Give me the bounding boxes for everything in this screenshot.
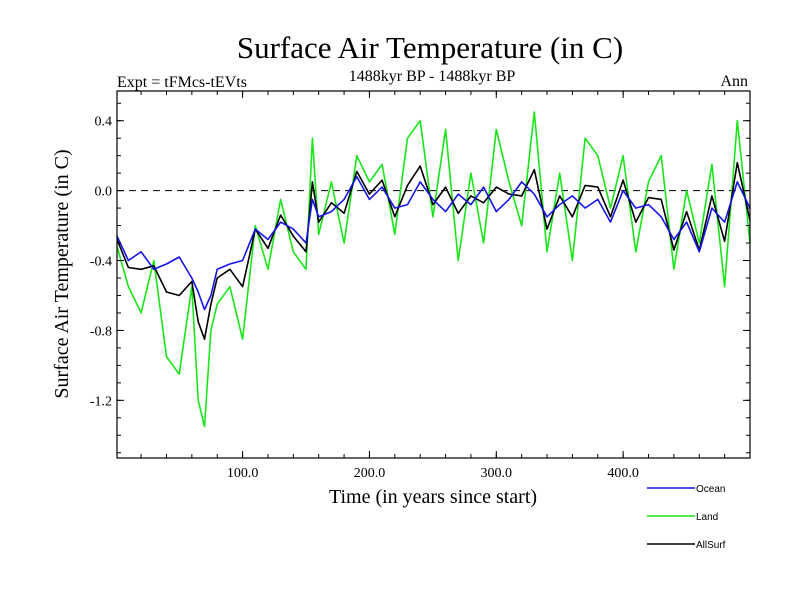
- series-layer: [116, 111, 751, 428]
- x-tick-label: 400.0: [607, 466, 639, 481]
- y-axis-label: Surface Air Temperature (in C): [51, 149, 73, 398]
- x-tick-label: 100.0: [227, 466, 259, 481]
- ticks-layer: 0.4 0.0 -0.4 -0.8 -1.2 100.0 200.0 300.0 400.0: [90, 91, 750, 481]
- y-tick-label: -0.8: [90, 324, 112, 339]
- y-tick-label: 0.0: [95, 185, 113, 200]
- allsurf-legend-label: AllSurf: [696, 540, 726, 551]
- x-axis-label: Time (in years since start): [329, 486, 537, 508]
- legend: Ocean Land AllSurf: [647, 484, 726, 551]
- allsurf-series-line: [116, 161, 751, 341]
- land-legend-label: Land: [696, 512, 718, 523]
- ocean-series-line: [116, 175, 751, 311]
- y-tick-label: 0.4: [95, 115, 113, 130]
- ocean-legend-label: Ocean: [696, 484, 725, 495]
- x-tick-label: 200.0: [354, 466, 386, 481]
- plot-frame: [116, 90, 751, 459]
- y-tick-label: -0.4: [90, 255, 112, 270]
- time-range-label: 1488kyr BP - 1488kyr BP: [349, 68, 516, 85]
- chart-title: Surface Air Temperature (in C): [237, 30, 623, 65]
- land-series-line: [116, 111, 751, 428]
- season-label: Ann: [720, 73, 748, 90]
- y-tick-label: -1.2: [90, 394, 112, 409]
- x-tick-label: 300.0: [481, 466, 513, 481]
- experiment-label: Expt = tFMcs-tEVts: [117, 74, 247, 91]
